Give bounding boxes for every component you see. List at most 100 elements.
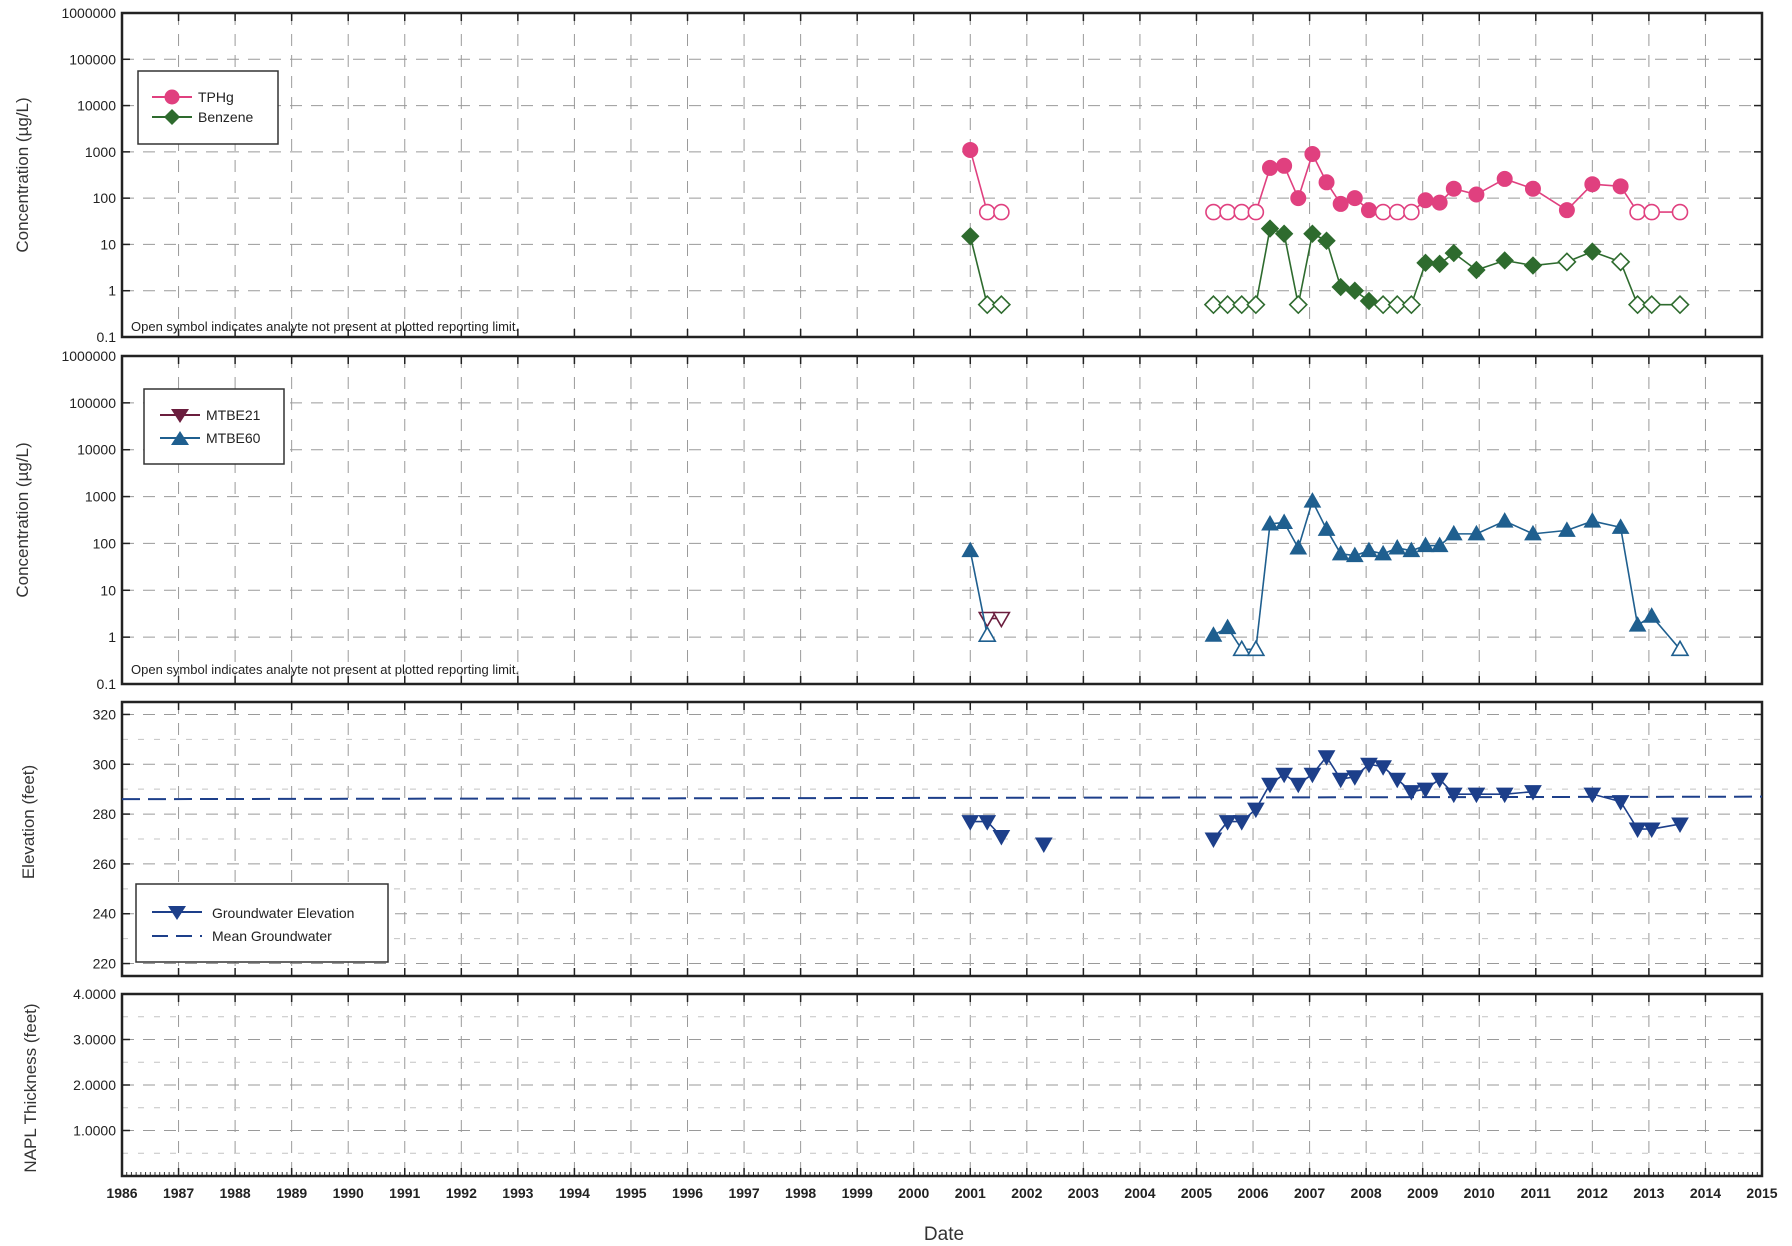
- tphg-point: [1558, 202, 1575, 219]
- groundwater-elevation-point: [1204, 832, 1223, 849]
- mtbe60-point: [1444, 524, 1463, 541]
- groundwater-elevation-point: [1444, 787, 1463, 804]
- mtbe60-point: [1495, 512, 1514, 528]
- mtbe60-point: [1246, 639, 1266, 657]
- legend-diamond-marker: [164, 109, 180, 125]
- plot-frame: [120, 354, 1764, 686]
- x-tick-label: 2013: [1633, 1185, 1664, 1201]
- benzene-point: [1401, 295, 1422, 315]
- mtbe60-point: [1611, 518, 1630, 534]
- benzene-point: [977, 295, 997, 315]
- y-tick-label: 100: [93, 535, 117, 551]
- x-tick-label: 1995: [615, 1185, 646, 1201]
- benzene-point: [1557, 252, 1577, 272]
- benzene-point: [1317, 231, 1336, 250]
- mtbe60-segment: [1619, 527, 1639, 626]
- panel-grid: [121, 993, 1763, 1176]
- x-tick-label: 1990: [333, 1185, 364, 1201]
- legend-label-mtbe21: MTBE21: [206, 407, 261, 423]
- x-tick-label: 1989: [276, 1185, 307, 1201]
- benzene-point: [1523, 256, 1543, 275]
- mtbe60-point: [1670, 639, 1690, 657]
- y-tick-label: 320: [93, 706, 117, 722]
- benzene-point: [991, 295, 1012, 315]
- legend-circle-marker: [164, 89, 180, 105]
- groundwater-elevation-point: [1289, 777, 1308, 794]
- groundwater-elevation-point: [1583, 787, 1602, 804]
- y-tick-label: 10000: [77, 98, 116, 114]
- groundwater-elevation-point: [978, 815, 997, 831]
- legend-triangle-down-marker: [168, 906, 186, 920]
- plot-frame: [120, 992, 1764, 1178]
- x-tick-label: 2012: [1577, 1185, 1608, 1201]
- mtbe-panel: 0.1 1 10 100 1000 10000 100000 1000000 Concentr…: [13, 348, 1764, 692]
- mtbe60-point: [1642, 607, 1661, 623]
- tphg-point: [1417, 192, 1434, 209]
- groundwater-elevation-point: [1331, 772, 1350, 789]
- nondetect-note: Open symbol indicates analyte not presen…: [131, 662, 519, 677]
- mtbe60-point: [1331, 544, 1350, 561]
- benzene-point: [1345, 281, 1365, 300]
- benzene-segment: [1283, 233, 1300, 305]
- x-tick-label: 2001: [955, 1185, 986, 1201]
- tphg-point: [1524, 180, 1541, 197]
- tphg-point: [1332, 195, 1349, 212]
- tphg-point: [1403, 203, 1420, 221]
- tphg-point: [1431, 194, 1448, 211]
- benzene-point: [1217, 295, 1238, 315]
- groundwater-elevation-point: [1374, 760, 1392, 776]
- benzene-point: [1373, 295, 1393, 315]
- y-tick-label: 0.1: [97, 676, 117, 692]
- y-tick-label: 1: [108, 629, 116, 645]
- y-tick-label: 1000000: [61, 5, 116, 21]
- x-tick-label: 2000: [898, 1185, 929, 1201]
- y-tick-label: 280: [93, 806, 117, 822]
- benzene-point: [1203, 295, 1224, 315]
- mtbe60-point: [1388, 538, 1407, 555]
- tphg-point: [1304, 145, 1321, 162]
- series-layer: [121, 750, 1763, 853]
- legend: MTBE21 MTBE60: [143, 388, 285, 465]
- x-tick-label: 2010: [1464, 1185, 1495, 1201]
- benzene-point: [1627, 295, 1648, 315]
- tphg-point: [962, 141, 979, 158]
- y-axis-label: NAPL Thickness (feet): [21, 1003, 40, 1172]
- x-tick-label: 1986: [106, 1185, 137, 1201]
- y-tick-label: 300: [93, 756, 117, 772]
- y-tick-label: 260: [93, 856, 117, 872]
- groundwater-elevation-point: [992, 830, 1011, 846]
- x-tick-label: 1991: [389, 1185, 420, 1201]
- x-tick-label: 2008: [1351, 1185, 1382, 1201]
- panel-grid: [121, 355, 1763, 685]
- tphg-point: [1247, 203, 1265, 221]
- y-tick-label: 0.1: [97, 329, 117, 345]
- tphg-point: [1290, 190, 1307, 207]
- x-tick-label: 1996: [672, 1185, 703, 1201]
- y-tick-label: 1000000: [61, 348, 116, 364]
- mtbe60-point: [1317, 520, 1336, 536]
- benzene-point: [1670, 295, 1690, 315]
- x-tick-label: 2004: [1124, 1185, 1155, 1201]
- panel-grid: [121, 702, 1763, 976]
- mean-groundwater-line: [121, 795, 1763, 801]
- groundwater-elevation-point: [1430, 772, 1449, 789]
- legend: Groundwater Elevation Mean Groundwater: [135, 883, 389, 963]
- groundwater-elevation-point: [1345, 770, 1364, 786]
- y-tick-labels: 0.1 1 10 100 1000 10000 100000 1000000: [61, 5, 116, 345]
- groundwater-elevation-point: [1642, 822, 1661, 839]
- y-tick-label: 1: [108, 283, 116, 299]
- benzene-point: [1610, 252, 1631, 272]
- groundwater-elevation-point: [1402, 785, 1421, 801]
- legend-label-tphg: TPHg: [198, 89, 234, 105]
- tphg-point: [1643, 203, 1661, 221]
- tphg-point: [1671, 203, 1689, 221]
- mtbe21-point: [977, 611, 997, 629]
- y-tick-label: 2.0000: [73, 1077, 116, 1093]
- mtbe60-point: [1275, 513, 1294, 529]
- legend-label-mtbe60: MTBE60: [206, 430, 261, 446]
- x-tick-label: 1998: [785, 1185, 816, 1201]
- x-tick-label: 1993: [502, 1185, 533, 1201]
- groundwater-elevation-point: [1246, 802, 1265, 819]
- y-tick-labels: 0.1 1 10 100 1000 10000 100000 1000000: [61, 348, 116, 692]
